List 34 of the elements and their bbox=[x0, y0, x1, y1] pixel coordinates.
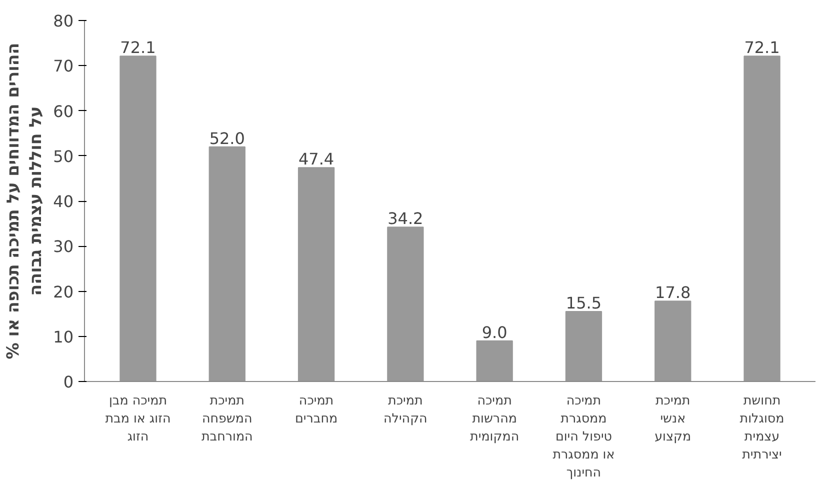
bar bbox=[298, 167, 335, 382]
y-tick-label: 0 bbox=[63, 372, 74, 392]
bar bbox=[387, 226, 424, 382]
x-tick-label: תמיכת המשפחה המורחבת bbox=[201, 392, 253, 444]
y-tick-label: 60 bbox=[53, 102, 74, 121]
y-axis-title: % ההורים המדווחים על תמיכה תכופה או על חוללות עצמית גבוהה bbox=[3, 42, 46, 360]
data-label: 9.0 bbox=[482, 322, 508, 342]
y-tick-label: 40 bbox=[53, 192, 74, 211]
y-tick-label: 80 bbox=[53, 12, 74, 30]
bar bbox=[744, 56, 780, 382]
x-tick-label: תמיכת הקהילה bbox=[384, 392, 428, 426]
data-label: 17.8 bbox=[655, 283, 691, 302]
data-label: 52.0 bbox=[209, 128, 245, 148]
y-tick-label: 50 bbox=[53, 146, 74, 166]
bar bbox=[208, 146, 246, 382]
data-label: 15.5 bbox=[566, 294, 602, 313]
data-label: 34.2 bbox=[388, 209, 424, 228]
bar bbox=[565, 311, 602, 382]
data-label: 72.1 bbox=[744, 38, 780, 58]
y-tick-label: 20 bbox=[53, 282, 74, 302]
x-tick-label: תמיכת אנשי מקצוע bbox=[654, 392, 692, 444]
x-tick-label: תמיכה מחברים bbox=[295, 392, 338, 426]
x-tick-label: תמיכה מבן הזוג או מבת הזוג bbox=[105, 392, 171, 444]
x-tick-label: תמיכה ממסגרת טיפול היום או ממסגרת החינוך bbox=[552, 392, 615, 480]
y-tick-label: 70 bbox=[53, 56, 74, 76]
data-label: 72.1 bbox=[120, 38, 156, 58]
y-tick-label: 30 bbox=[53, 237, 74, 256]
bar bbox=[654, 300, 692, 382]
x-tick-label: תחושת מסוגלות עצמית יצירתית bbox=[740, 392, 784, 462]
bar bbox=[476, 340, 513, 382]
y-tick-label: 10 bbox=[53, 327, 74, 346]
data-label: 47.4 bbox=[298, 150, 334, 169]
bar bbox=[120, 56, 156, 382]
x-tick-label: תמיכה מהרשות המקומית bbox=[470, 392, 520, 444]
